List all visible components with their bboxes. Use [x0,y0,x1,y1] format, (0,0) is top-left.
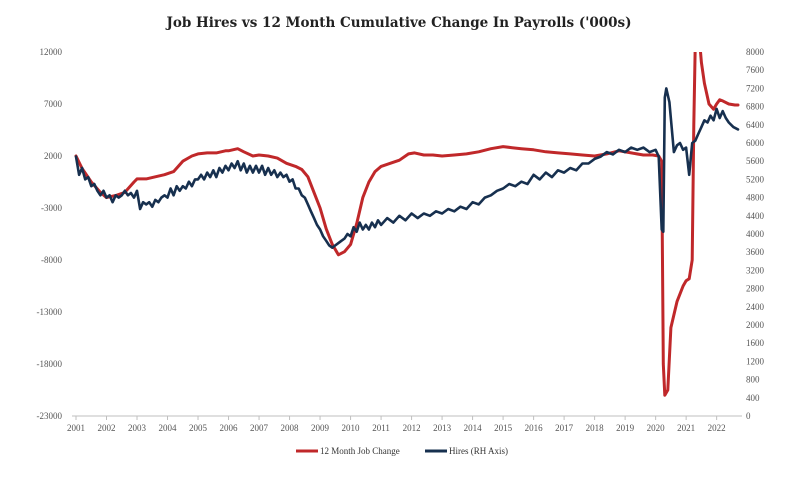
right-tick-label: 6000 [746,138,765,148]
series-layer [74,52,740,397]
right-axis-ticks: 8000760072006800640060005600520048004400… [746,47,765,421]
x-tick-label: 2002 [98,423,116,433]
x-tick-label: 2020 [647,423,666,433]
right-tick-label: 400 [746,393,760,403]
right-tick-label: 7200 [746,83,765,93]
series-line-hires [74,87,740,249]
x-tick-label: 2005 [189,423,208,433]
x-tick-label: 2018 [586,423,605,433]
legend-label-job-change: 12 Month Job Change [320,446,400,456]
left-axis-ticks: 12000 7000 2000 -3000 -8000 -13000 -18000 -2300… [37,47,63,421]
x-tick-label: 2011 [372,423,390,433]
x-axis-ticks: 2001 2002 2003 2004 2005 2006 2007 2008 2009 2010… [67,416,726,433]
left-tick-label: 12000 [40,47,63,57]
x-tick-label: 2017 [555,423,574,433]
right-tick-label: 4800 [746,193,765,203]
x-tick-label: 2021 [677,423,695,433]
right-tick-label: 8000 [746,47,765,57]
right-tick-label: 3600 [746,247,765,257]
right-tick-label: 6400 [746,120,765,130]
x-tick-label: 2007 [250,423,269,433]
x-tick-label: 2001 [67,423,85,433]
x-tick-label: 2022 [708,423,726,433]
x-tick-label: 2008 [281,423,300,433]
left-tick-label: -18000 [37,359,63,369]
right-tick-label: 2400 [746,302,765,312]
x-tick-label: 2016 [525,423,544,433]
x-tick-label: 2012 [403,423,421,433]
left-tick-label: -3000 [41,203,62,213]
left-tick-label: 7000 [44,99,63,109]
x-tick-label: 2015 [494,423,513,433]
right-tick-label: 7600 [746,65,765,75]
left-tick-label: -23000 [37,411,63,421]
x-tick-label: 2006 [220,423,239,433]
legend: 12 Month Job Change Hires (RH Axis) [296,446,508,456]
right-tick-label: 2800 [746,284,765,294]
right-tick-label: 3200 [746,265,765,275]
left-tick-label: -13000 [37,307,63,317]
right-tick-label: 1600 [746,338,765,348]
x-tick-label: 2014 [464,423,483,433]
left-tick-label: -8000 [41,255,62,265]
right-tick-label: 6800 [746,102,765,112]
x-tick-label: 2019 [616,423,635,433]
series-line-job-change [74,52,740,397]
right-tick-label: 800 [746,375,760,385]
right-tick-label: 4000 [746,229,765,239]
right-tick-label: 5600 [746,156,765,166]
right-tick-label: 2000 [746,320,765,330]
left-tick-label: 2000 [44,151,63,161]
right-tick-label: 5200 [746,174,765,184]
x-tick-label: 2003 [128,423,147,433]
x-tick-label: 2013 [433,423,452,433]
right-tick-label: 0 [746,411,751,421]
right-tick-label: 4400 [746,211,765,221]
right-tick-label: 1200 [746,356,765,366]
x-tick-label: 2009 [311,423,330,433]
legend-label-hires: Hires (RH Axis) [449,446,508,456]
x-tick-label: 2010 [342,423,361,433]
chart-title: Job Hires vs 12 Month Cumulative Change … [165,15,631,31]
x-tick-label: 2004 [159,423,178,433]
